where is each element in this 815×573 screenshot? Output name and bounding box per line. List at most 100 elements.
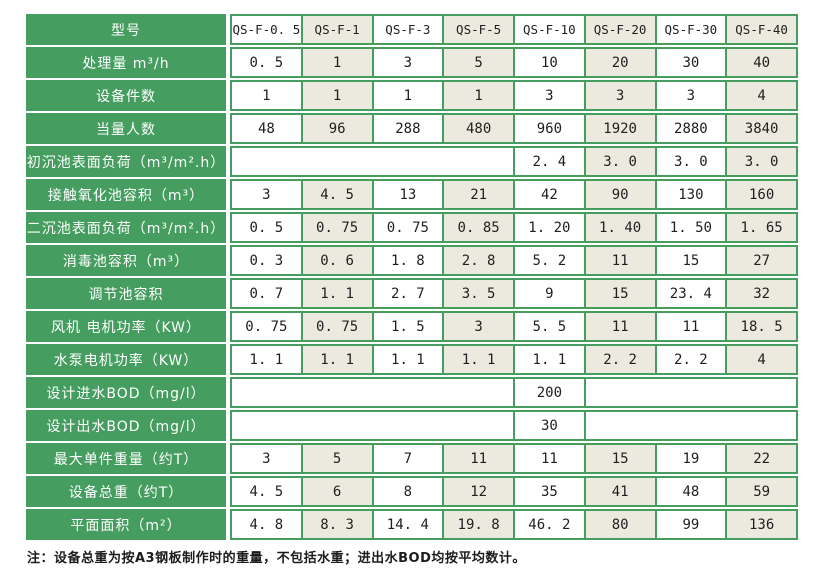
- table-row: 设备件数 1 1 1 1 3 3 3 4: [26, 80, 798, 111]
- data-cell: 8. 3: [302, 511, 372, 538]
- row-label: 风机 电机功率（KW）: [26, 311, 226, 342]
- data-cell: 1. 50: [656, 214, 726, 241]
- table-row-cells: 0. 7 1. 1 2. 7 3. 5 9 15 23. 4 32: [230, 278, 798, 309]
- data-cell: 3: [656, 82, 726, 109]
- merged-cell: [585, 412, 796, 439]
- data-cell: 99: [656, 511, 726, 538]
- table-row-cells: 3 4. 5 13 21 42 90 130 160: [230, 179, 798, 210]
- data-cell: 22: [727, 445, 796, 472]
- data-cell: 7: [373, 445, 443, 472]
- table-row-cells: 48 96 288 480 960 1920 2880 3840: [230, 113, 798, 144]
- data-cell: 1: [302, 49, 372, 76]
- data-cell: 15: [585, 445, 655, 472]
- data-cell: 1. 1: [232, 346, 301, 373]
- data-cell: 40: [727, 49, 796, 76]
- data-cell: 35: [515, 478, 584, 505]
- data-cell: 1. 8: [373, 247, 443, 274]
- table-row-cells: 0. 75 0. 75 1. 5 3 5. 5 11 11 18. 5: [230, 311, 798, 342]
- data-cell: 3: [232, 445, 301, 472]
- data-cell: 42: [515, 181, 584, 208]
- table-row: 设备总重（约T） 4. 5 6 8 12 35 41 48 59: [26, 476, 798, 507]
- data-cell: 3: [373, 49, 443, 76]
- data-cell: 1. 1: [444, 346, 513, 373]
- data-cell: 960: [515, 115, 584, 142]
- data-cell: 2880: [656, 115, 726, 142]
- data-cell: 41: [585, 478, 655, 505]
- data-cell: 48: [656, 478, 726, 505]
- table-row: 处理量 m³/h 0. 5 1 3 5 10 20 30 40: [26, 47, 798, 78]
- data-cell: 0. 85: [444, 214, 513, 241]
- data-cell: 4. 5: [232, 478, 301, 505]
- data-cell: 3840: [727, 115, 796, 142]
- data-cell: 1: [232, 82, 301, 109]
- data-cell: 1. 1: [302, 346, 372, 373]
- data-cell: 0. 5: [232, 49, 301, 76]
- row-label: 设备总重（约T）: [26, 476, 226, 507]
- merged-cell: [585, 379, 796, 406]
- data-cell: 2. 4: [515, 148, 584, 175]
- table-row: 最大单件重量（约T） 3 5 7 11 11 15 19 22: [26, 443, 798, 474]
- model-header-cell: QS-F-10: [515, 16, 584, 43]
- data-cell: 32: [727, 280, 796, 307]
- data-cell: 0. 75: [373, 214, 443, 241]
- data-cell: 19: [656, 445, 726, 472]
- model-header-cell: QS-F-5: [444, 16, 513, 43]
- table-row-cells: 4. 8 8. 3 14. 4 19. 8 46. 2 80 99 136: [230, 509, 798, 540]
- data-cell: 11: [585, 313, 655, 340]
- data-cell: 80: [585, 511, 655, 538]
- data-cell: 3: [515, 82, 584, 109]
- model-header-cell: QS-F-30: [656, 16, 726, 43]
- data-cell: 20: [585, 49, 655, 76]
- data-cell: 3: [585, 82, 655, 109]
- model-header-cell: QS-F-40: [727, 16, 796, 43]
- data-cell: 5. 5: [515, 313, 584, 340]
- data-cell: 9: [515, 280, 584, 307]
- table-row: 平面面积（m²） 4. 8 8. 3 14. 4 19. 8 46. 2 80 99 136: [26, 509, 798, 540]
- data-cell: 2. 2: [585, 346, 655, 373]
- row-label: 处理量 m³/h: [26, 47, 226, 78]
- data-cell: 0. 75: [302, 313, 372, 340]
- data-cell: 3. 0: [585, 148, 655, 175]
- data-cell: 10: [515, 49, 584, 76]
- data-cell: 3. 0: [656, 148, 726, 175]
- table-row-cells: 200: [230, 377, 798, 408]
- data-cell: 2. 2: [656, 346, 726, 373]
- data-cell: 30: [656, 49, 726, 76]
- data-cell: 30: [515, 412, 584, 439]
- data-cell: 4. 5: [302, 181, 372, 208]
- data-cell: 1. 1: [373, 346, 443, 373]
- data-cell: 1. 1: [515, 346, 584, 373]
- data-cell: 3. 0: [727, 148, 796, 175]
- data-cell: 6: [302, 478, 372, 505]
- table-row: 初沉池表面负荷（m³/m².h） 2. 4 3. 0 3. 0 3. 0: [26, 146, 798, 177]
- data-cell: 21: [444, 181, 513, 208]
- table-row-cells: 0. 5 1 3 5 10 20 30 40: [230, 47, 798, 78]
- data-cell: 23. 4: [656, 280, 726, 307]
- data-cell: 5. 2: [515, 247, 584, 274]
- data-cell: 0. 3: [232, 247, 301, 274]
- row-label: 初沉池表面负荷（m³/m².h）: [26, 146, 226, 177]
- data-cell: 1. 20: [515, 214, 584, 241]
- row-label: 设计进水BOD（mg/l）: [26, 377, 226, 408]
- data-cell: 8: [373, 478, 443, 505]
- data-cell: 0. 5: [232, 214, 301, 241]
- data-cell: 11: [515, 445, 584, 472]
- model-header-cell: QS-F-3: [373, 16, 443, 43]
- table-row-cells: 30: [230, 410, 798, 441]
- data-cell: 200: [515, 379, 584, 406]
- data-cell: 1: [302, 82, 372, 109]
- row-label: 接触氧化池容积（m³）: [26, 179, 226, 210]
- data-cell: 1920: [585, 115, 655, 142]
- data-cell: 2. 7: [373, 280, 443, 307]
- table-row: 消毒池容积（m³） 0. 3 0. 6 1. 8 2. 8 5. 2 11 15 27: [26, 245, 798, 276]
- data-cell: 2. 8: [444, 247, 513, 274]
- data-cell: 1: [444, 82, 513, 109]
- row-label: 设计出水BOD（mg/l）: [26, 410, 226, 441]
- data-cell: 1: [373, 82, 443, 109]
- model-header-cell: QS-F-20: [585, 16, 655, 43]
- merged-cell: [232, 412, 513, 439]
- table-row: 设计出水BOD（mg/l） 30: [26, 410, 798, 441]
- model-column-header: 型号: [26, 14, 226, 45]
- table-row: 风机 电机功率（KW） 0. 75 0. 75 1. 5 3 5. 5 11 11 18. 5: [26, 311, 798, 342]
- data-cell: 19. 8: [444, 511, 513, 538]
